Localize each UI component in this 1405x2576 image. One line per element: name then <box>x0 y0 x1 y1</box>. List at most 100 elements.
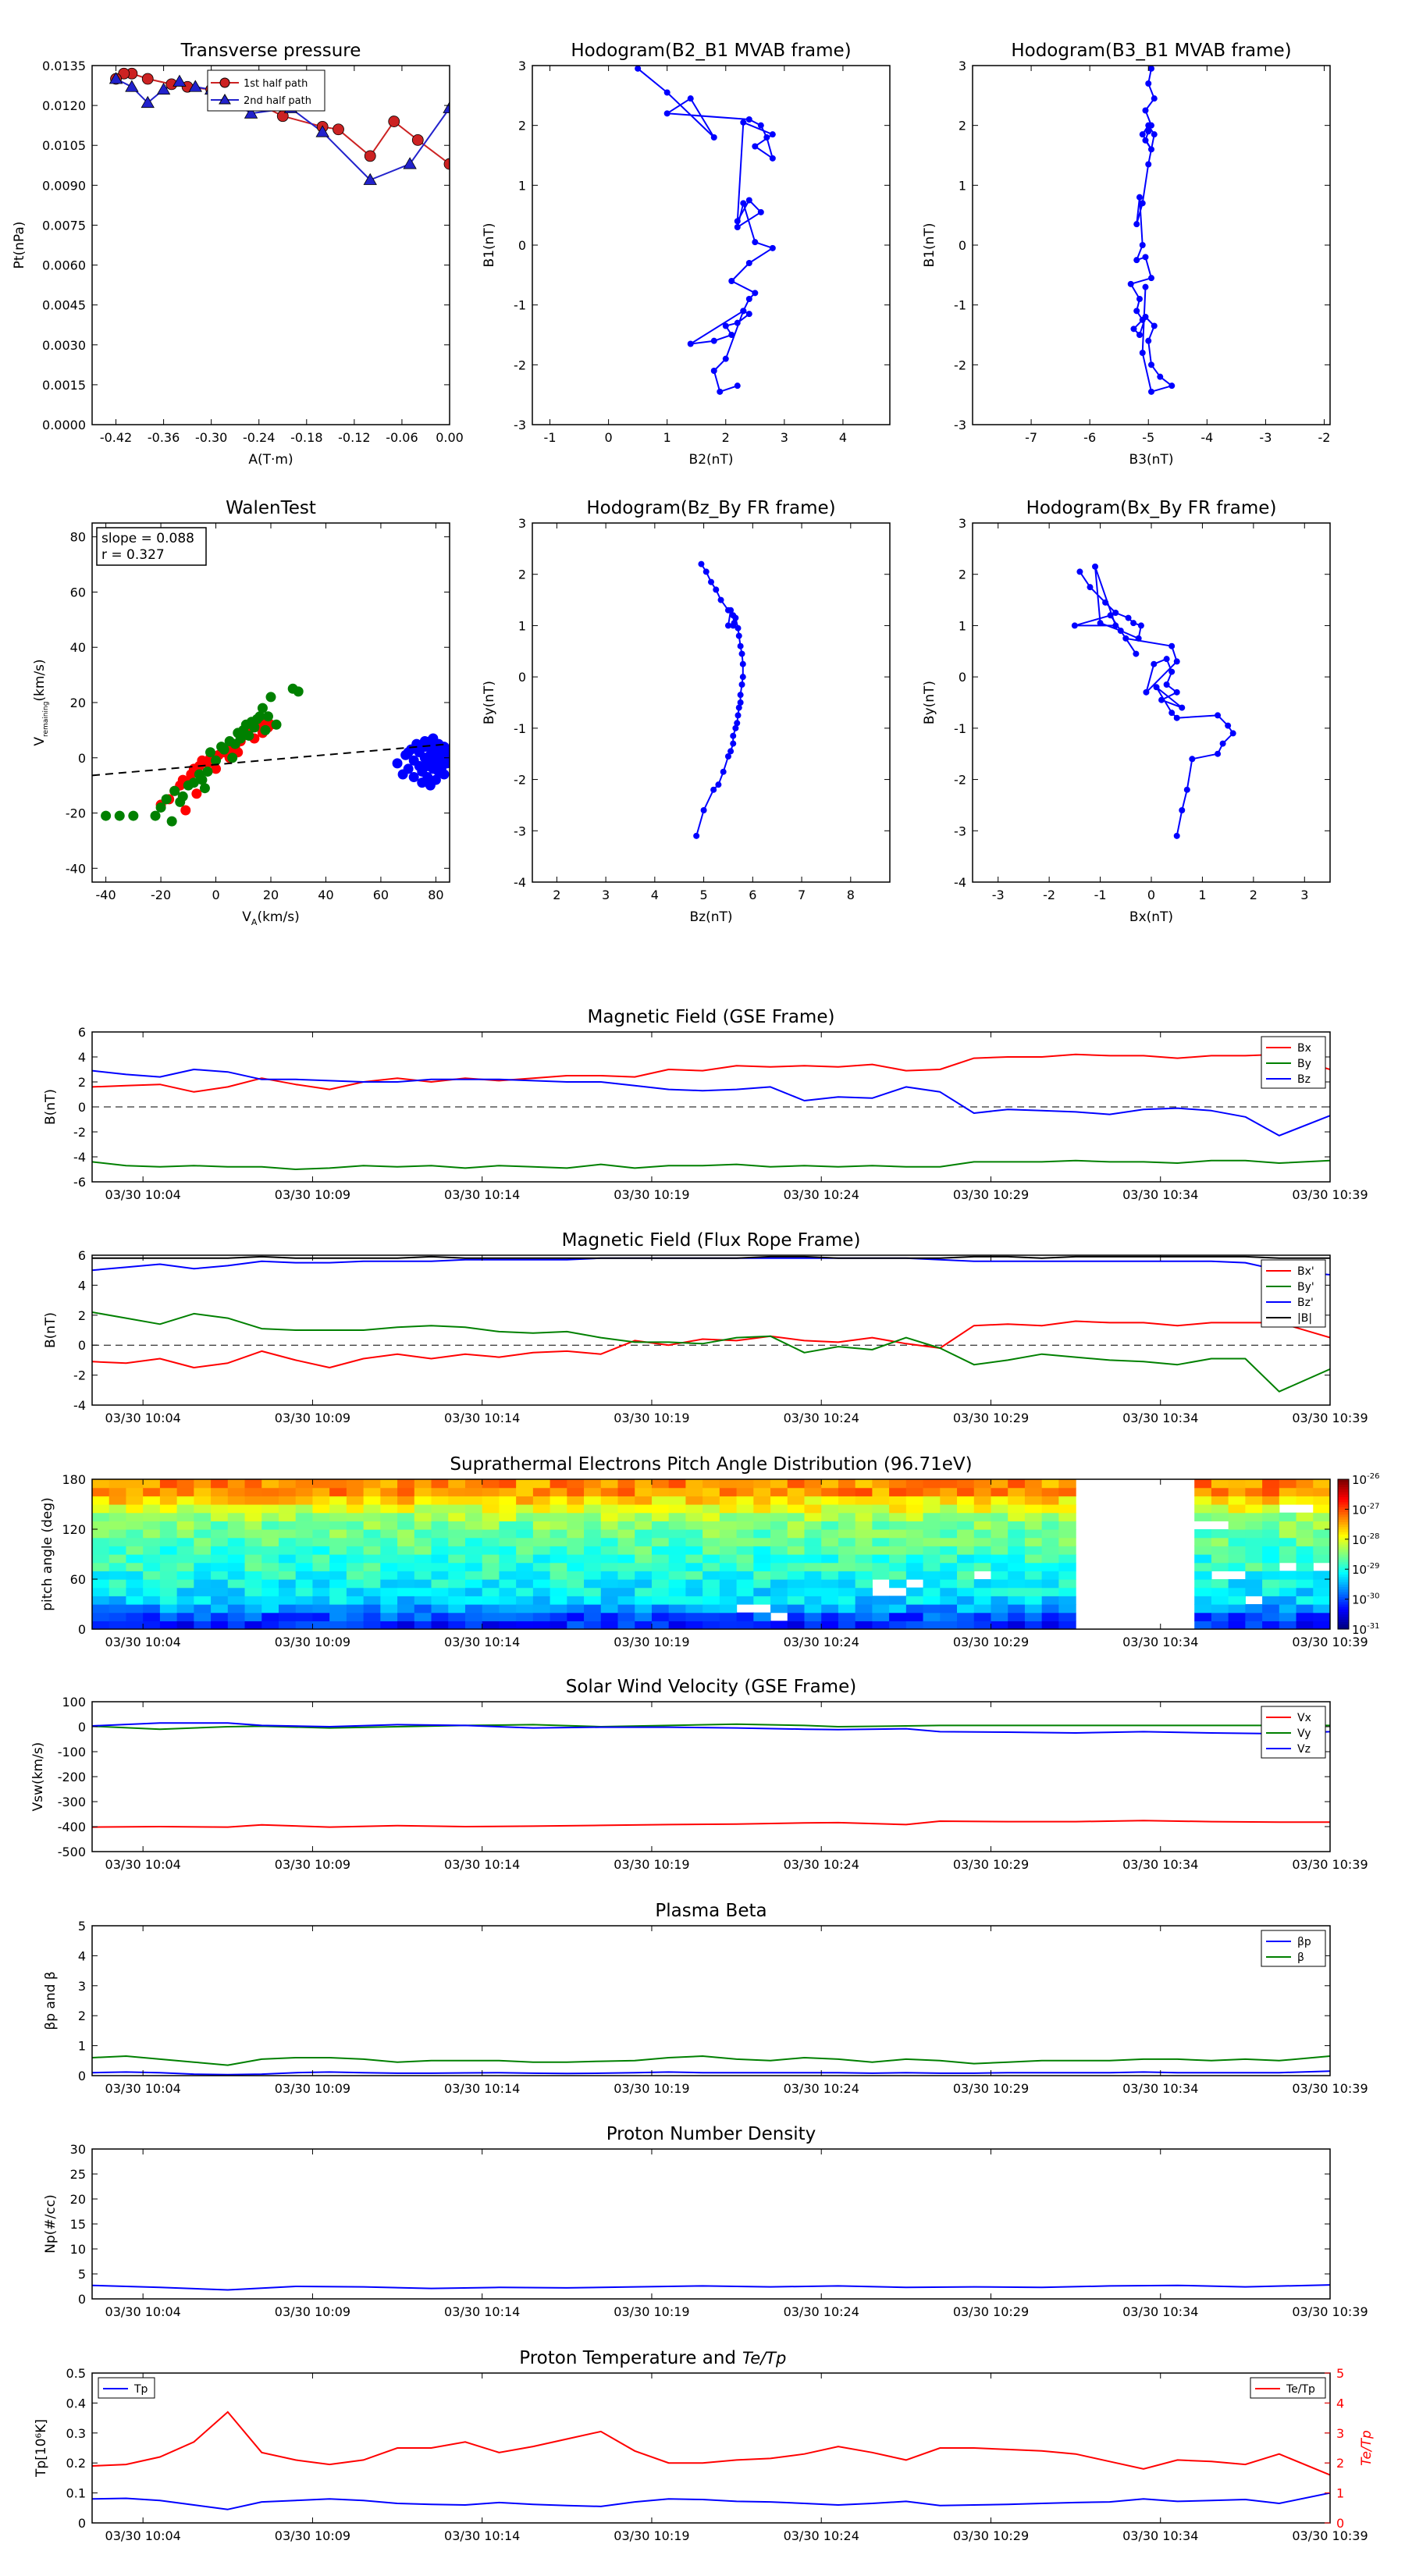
x-axis-label-sub: A <box>251 917 258 927</box>
x-tick-label: 03/30 10:04 <box>105 2081 181 2096</box>
heatmap-cell <box>872 1621 890 1629</box>
heatmap-cell <box>550 1504 567 1514</box>
heatmap-cell <box>482 1587 500 1596</box>
heatmap-cell <box>889 1496 907 1505</box>
heatmap-cell <box>584 1571 602 1580</box>
heatmap-cell <box>905 1562 924 1571</box>
x-tick-label: 03/30 10:04 <box>105 2304 181 2319</box>
heatmap-cell <box>516 1529 534 1539</box>
heatmap-cell <box>1228 1621 1246 1629</box>
heatmap-cell <box>855 1546 873 1555</box>
y-tick-label: -200 <box>58 1770 86 1784</box>
heatmap-cell <box>855 1612 873 1621</box>
heatmap-cell <box>414 1479 432 1489</box>
hodogram-point <box>722 322 729 329</box>
heatmap-cell <box>889 1529 907 1539</box>
heatmap-cell <box>380 1529 398 1539</box>
data-point-2nd-half <box>244 106 258 119</box>
hodogram-point <box>752 290 759 297</box>
heatmap-cell <box>668 1621 687 1629</box>
heatmap-cell <box>1262 1521 1280 1530</box>
heatmap-cell <box>1194 1562 1212 1571</box>
x-axis-label: VA(km/s) <box>242 909 299 927</box>
colorbar-frame <box>1337 1478 1350 1630</box>
heatmap-cell <box>414 1487 432 1496</box>
heatmap-cell <box>176 1546 194 1555</box>
hodogram-point <box>700 807 707 813</box>
hodogram-point <box>1151 660 1158 667</box>
heatmap-cell <box>753 1587 771 1596</box>
colorbar-label-exp: -28 <box>1367 1532 1379 1541</box>
heatmap-cell <box>482 1512 500 1521</box>
hodogram-point <box>1151 322 1158 329</box>
heatmap-cell <box>278 1479 297 1489</box>
heatmap-cell <box>973 1546 992 1555</box>
x-tick-label: 03/30 10:34 <box>1122 1635 1198 1649</box>
y-tick-label: 0.0105 <box>42 138 86 153</box>
heatmap-cell <box>346 1571 365 1580</box>
heatmap-cell <box>464 1487 483 1496</box>
series-line-Vz <box>92 1722 1330 1735</box>
heatmap-cell <box>600 1529 619 1539</box>
hodogram-point <box>1107 612 1114 619</box>
heatmap-cell <box>804 1579 822 1589</box>
hodogram-point <box>710 337 717 344</box>
y-tick-label: 0 <box>78 2516 86 2531</box>
heatmap-cell <box>176 1512 194 1521</box>
hodogram-point <box>1148 66 1154 72</box>
heatmap-cell <box>584 1587 602 1596</box>
y-tick-label: 0 <box>78 1720 86 1735</box>
heatmap-cell <box>1313 1604 1330 1614</box>
heatmap-cell <box>92 1571 110 1580</box>
x-tick-label: -7 <box>1025 430 1037 445</box>
hodogram-point <box>1219 740 1226 747</box>
heatmap-cell <box>397 1537 415 1546</box>
x-tick-label: -3 <box>1259 430 1272 445</box>
heatmap-cell <box>1279 1604 1297 1614</box>
panel-pad: Suprathermal Electrons Pitch Angle Distr… <box>40 1454 1379 1649</box>
hodogram-point <box>745 311 752 318</box>
x-tick-label: 03/30 10:09 <box>275 1635 350 1649</box>
y-axis-label: pitch angle (deg) <box>40 1497 55 1611</box>
y-tick-label: -4 <box>514 875 526 890</box>
y-tick-label: -20 <box>66 806 86 821</box>
x-tick-label: 03/30 10:34 <box>1122 1857 1198 1872</box>
heatmap-cell <box>312 1587 330 1596</box>
heatmap-cell <box>567 1562 585 1571</box>
y-tick-label: -4 <box>73 1150 86 1165</box>
y-tick-label: 0 <box>78 1100 86 1115</box>
walen-point-2 <box>428 733 439 744</box>
heatmap-cell <box>108 1521 127 1530</box>
heatmap-cell <box>804 1571 822 1580</box>
heatmap-cell <box>380 1537 398 1546</box>
heatmap-cell <box>804 1479 822 1489</box>
heatmap-cell <box>159 1587 178 1596</box>
x-tick-label: 03/30 10:19 <box>614 1411 689 1425</box>
x-tick-label: 03/30 10:19 <box>614 2304 689 2319</box>
heatmap-cell <box>92 1504 110 1514</box>
heatmap-cell <box>584 1554 602 1564</box>
heatmap-cell <box>414 1587 432 1596</box>
x-tick-label: 2 <box>722 430 730 445</box>
hodogram-point <box>769 155 776 162</box>
heatmap-cell <box>126 1612 144 1621</box>
heatmap-cell <box>600 1587 619 1596</box>
heatmap-cell <box>108 1612 127 1621</box>
heatmap-cell <box>923 1546 941 1555</box>
heatmap-cell <box>1228 1587 1246 1596</box>
heatmap-cell <box>1262 1604 1280 1614</box>
hodogram-point <box>710 134 717 141</box>
x-tick-label: 0 <box>605 430 613 445</box>
hodogram-point <box>1137 622 1144 629</box>
heatmap-cell <box>261 1621 279 1629</box>
heatmap-cell <box>736 1479 754 1489</box>
heatmap-cell <box>346 1487 365 1496</box>
data-point-2nd-half <box>156 82 171 95</box>
heatmap-cell <box>991 1604 1008 1614</box>
heatmap-cell <box>329 1579 347 1589</box>
heatmap-cell <box>719 1596 738 1605</box>
heatmap-cell <box>1024 1479 1043 1489</box>
hodogram-point <box>1102 599 1109 606</box>
heatmap-cell <box>550 1612 567 1621</box>
heatmap-cell <box>668 1521 687 1530</box>
